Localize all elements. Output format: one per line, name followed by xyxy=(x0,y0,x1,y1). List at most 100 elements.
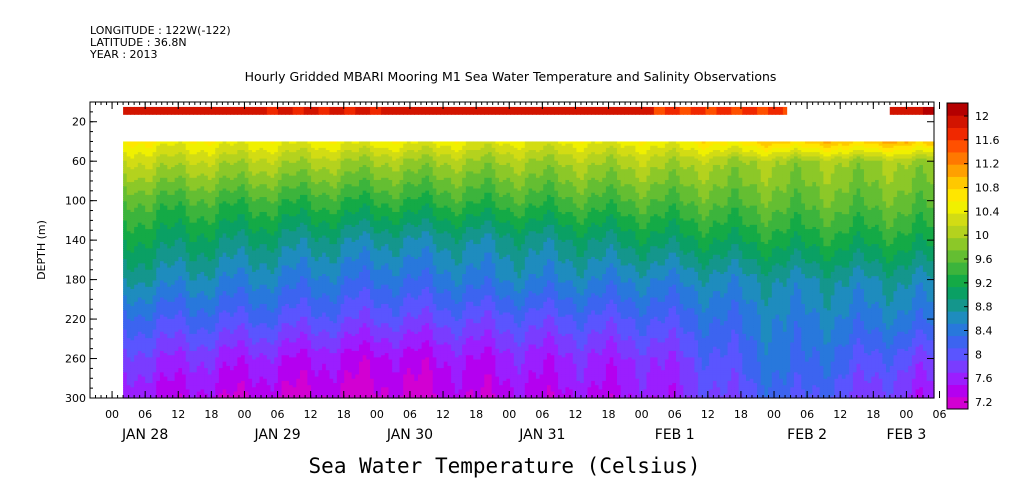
heat-cell xyxy=(215,143,220,147)
heat-cell xyxy=(185,248,191,252)
heat-cell xyxy=(134,271,139,275)
heat-cell xyxy=(174,186,179,190)
heat-cell xyxy=(204,207,209,211)
heat-cell xyxy=(156,306,161,309)
heat-cell xyxy=(193,391,198,395)
heat-cell xyxy=(126,190,132,194)
heat-cell xyxy=(189,145,194,149)
heat-cell xyxy=(204,154,209,158)
heat-cell xyxy=(215,214,220,217)
heat-cell xyxy=(152,336,157,339)
heat-cell xyxy=(178,310,183,314)
heat-cell xyxy=(218,314,224,318)
heat-cell xyxy=(163,274,168,277)
heat-cell xyxy=(174,239,179,243)
heat-cell xyxy=(178,353,183,356)
heat-cell xyxy=(204,169,209,172)
heat-cell xyxy=(189,385,194,388)
heat-cell xyxy=(185,220,191,224)
heat-cell xyxy=(130,252,135,256)
heat-cell xyxy=(159,162,165,166)
heat-cell xyxy=(196,299,202,303)
heat-cell xyxy=(141,348,146,352)
heat-cell xyxy=(171,372,176,376)
heat-cell xyxy=(185,291,191,294)
heat-cell xyxy=(167,143,172,147)
heat-cell xyxy=(159,278,165,282)
heat-cell xyxy=(123,308,128,311)
heat-cell xyxy=(211,297,216,301)
heat-cell xyxy=(193,340,198,344)
heat-cell xyxy=(167,318,172,322)
heat-cell xyxy=(130,340,135,344)
heat-cell xyxy=(167,250,172,254)
heat-cell xyxy=(159,348,165,352)
heat-cell xyxy=(182,237,187,241)
heat-cell xyxy=(148,231,154,234)
heat-cell xyxy=(178,344,183,348)
heat-cell xyxy=(196,383,202,386)
heat-cell xyxy=(185,344,191,348)
heat-cell xyxy=(141,246,146,249)
heat-cell xyxy=(156,325,161,329)
heat-cell xyxy=(211,325,216,329)
heat-cell xyxy=(137,182,143,185)
heat-cell xyxy=(182,147,187,151)
heat-cell xyxy=(196,224,202,228)
heat-cell xyxy=(204,299,209,303)
heat-cell xyxy=(134,205,139,209)
heat-cell xyxy=(182,186,187,190)
heat-cell xyxy=(189,190,194,194)
heat-cell xyxy=(174,241,179,245)
heat-cell xyxy=(152,241,157,245)
heat-cell xyxy=(174,297,179,301)
heat-cell xyxy=(130,350,135,354)
heat-cell xyxy=(145,145,150,149)
heat-cell xyxy=(152,391,157,395)
heat-cell xyxy=(211,331,216,335)
heat-cell xyxy=(211,282,216,286)
heat-cell xyxy=(134,218,139,222)
heat-cell xyxy=(178,293,183,296)
heat-cell xyxy=(178,376,183,380)
heat-cell xyxy=(207,158,213,162)
heat-cell xyxy=(145,197,150,200)
heat-cell xyxy=(185,299,191,303)
heat-cell xyxy=(126,199,132,202)
heat-cell xyxy=(130,182,135,185)
heat-cell xyxy=(156,182,161,185)
heat-cell xyxy=(141,370,146,373)
heat-cell xyxy=(178,209,183,213)
heat-cell xyxy=(178,374,183,378)
heat-cell xyxy=(134,179,139,183)
heat-cell xyxy=(141,291,146,294)
heat-cell xyxy=(156,145,161,149)
heat-cell xyxy=(163,372,168,376)
heat-cell xyxy=(196,359,202,363)
heat-cell xyxy=(204,380,209,384)
heat-cell xyxy=(145,250,150,254)
heat-cell xyxy=(152,237,157,241)
heat-cell xyxy=(211,173,216,177)
heat-cell xyxy=(193,164,198,168)
heat-cell xyxy=(167,370,172,373)
heat-cell xyxy=(148,226,154,230)
heat-cell xyxy=(178,252,183,256)
heat-cell xyxy=(134,363,139,367)
heat-cell xyxy=(141,325,146,329)
heat-cell xyxy=(141,312,146,316)
heat-cell xyxy=(178,169,183,172)
heat-cell xyxy=(145,169,150,172)
heat-cell xyxy=(185,350,191,354)
heat-cell xyxy=(178,250,183,254)
heat-cell xyxy=(141,156,146,160)
heat-cell xyxy=(167,278,172,282)
heat-cell xyxy=(148,212,154,215)
heat-cell xyxy=(141,303,146,307)
heat-cell xyxy=(141,254,146,258)
heat-cell xyxy=(178,197,183,200)
heat-cell xyxy=(174,348,179,352)
heat-cell xyxy=(148,293,154,296)
heat-cell xyxy=(215,267,220,271)
heat-cell xyxy=(189,167,194,170)
